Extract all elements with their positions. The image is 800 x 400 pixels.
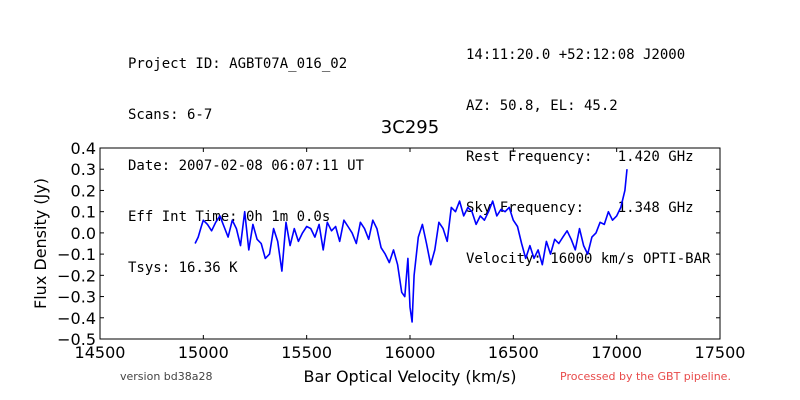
series-line-0: [194, 169, 628, 323]
tsys-text: Tsys: 16.36 K: [128, 260, 238, 276]
y-tick-label: −0.4: [57, 309, 96, 328]
int-time-text: Eff Int Time: 0h 1m 0.0s: [128, 209, 331, 225]
y-tick-label: 0.0: [71, 224, 96, 243]
y-tick-label: −0.5: [57, 330, 96, 349]
x-tick-label: 15500: [281, 343, 332, 362]
project-id-text: Project ID: AGBT07A_016_02: [128, 56, 348, 72]
x-tick-label: 15000: [178, 343, 229, 362]
az-el-text: AZ: 50.8, EL: 45.2: [466, 98, 618, 114]
pipeline-label: Processed by the GBT pipeline.: [560, 370, 731, 383]
y-tick-label: −0.3: [57, 288, 96, 307]
observation-info-left: Project ID: AGBT07A_016_02 Scans: 6-7 Da…: [128, 22, 364, 311]
y-tick-label: −0.1: [57, 245, 96, 264]
y-axis-label: Flux Density (Jy): [31, 178, 50, 309]
y-tick-label: 0.3: [71, 160, 96, 179]
x-tick-label: 17000: [591, 343, 642, 362]
date-text: Date: 2007-02-08 06:07:11 UT: [128, 158, 365, 174]
y-tick-label: 0.2: [71, 181, 96, 200]
rest-frequency-text: Rest Frequency: 1.420 GHz: [466, 149, 694, 165]
y-tick-label: −0.2: [57, 266, 96, 285]
y-tick-label: 0.1: [71, 203, 96, 222]
x-tick-label: 14500: [75, 343, 126, 362]
x-axis-label: Bar Optical Velocity (km/s): [304, 367, 517, 386]
observation-info-right: 14:11:20.0 +52:12:08 J2000 AZ: 50.8, EL:…: [466, 13, 710, 302]
version-label: version bd38a28: [120, 370, 213, 383]
x-tick-label: 17500: [695, 343, 746, 362]
coordinates-text: 14:11:20.0 +52:12:08 J2000: [466, 47, 686, 63]
x-tick-label: 16000: [385, 343, 436, 362]
y-tick-label: 0.4: [71, 139, 96, 158]
x-tick-label: 16500: [488, 343, 539, 362]
scans-text: Scans: 6-7: [128, 107, 213, 123]
chart-title: 3C295: [381, 117, 439, 138]
velocity-text: Velocity: 16000 km/s OPTI-BAR: [466, 251, 711, 267]
